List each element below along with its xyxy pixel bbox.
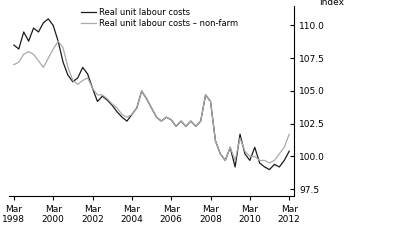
Real unit labour costs – non-farm	[56, 40, 60, 42]
Real unit labour costs	[46, 17, 51, 20]
Real unit labour costs	[21, 31, 26, 33]
Real unit labour costs	[12, 44, 16, 47]
Real unit labour costs – non-farm	[267, 162, 272, 164]
Real unit labour costs	[287, 150, 291, 153]
Real unit labour costs – non-farm	[203, 94, 208, 96]
Real unit labour costs	[208, 100, 213, 103]
Real unit labour costs – non-farm	[208, 100, 213, 103]
Real unit labour costs – non-farm	[21, 53, 26, 56]
Real unit labour costs – non-farm	[26, 50, 31, 53]
Real unit labour costs	[203, 94, 208, 96]
Line: Real unit labour costs – non-farm: Real unit labour costs – non-farm	[14, 41, 289, 163]
Real unit labour costs	[135, 107, 139, 109]
Real unit labour costs – non-farm	[12, 63, 16, 66]
Real unit labour costs – non-farm	[90, 87, 95, 90]
Real unit labour costs	[267, 168, 272, 171]
Legend: Real unit labour costs, Real unit labour costs – non-farm: Real unit labour costs, Real unit labour…	[81, 8, 239, 28]
Real unit labour costs	[26, 40, 31, 42]
Real unit labour costs – non-farm	[135, 107, 139, 109]
Y-axis label: index: index	[319, 0, 344, 7]
Real unit labour costs	[90, 87, 95, 90]
Line: Real unit labour costs: Real unit labour costs	[14, 19, 289, 170]
Real unit labour costs – non-farm	[287, 133, 291, 136]
